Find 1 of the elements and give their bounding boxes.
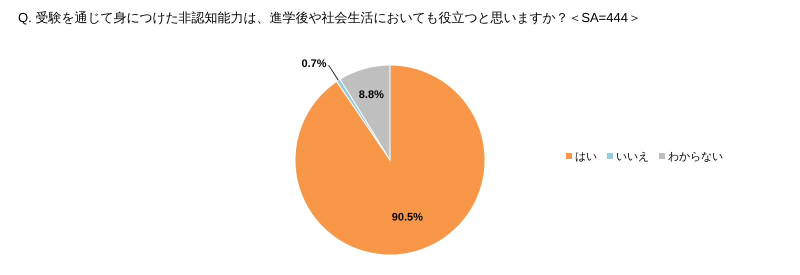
title: Q. 受験を通じて身につけた非認知能力は、進学後や社会生活においても役立つと思いますか？＜SA=444＞ xyxy=(18,10,641,25)
